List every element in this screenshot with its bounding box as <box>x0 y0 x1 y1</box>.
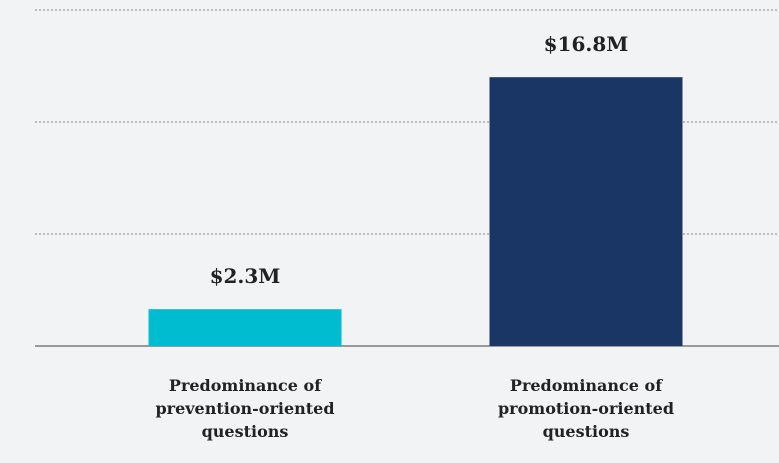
value-label: $2.3M <box>210 264 281 288</box>
x-tick-label: Predominance of prevention-oriented ques… <box>155 376 335 441</box>
value-label: $16.8M <box>544 32 629 56</box>
bar <box>489 77 683 346</box>
bar <box>148 309 342 346</box>
x-tick-label: Predominance of promotion-oriented quest… <box>497 376 675 441</box>
